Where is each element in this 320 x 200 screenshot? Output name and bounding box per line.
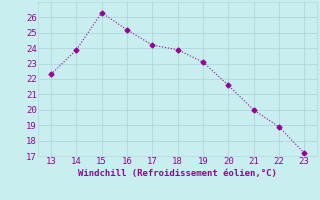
X-axis label: Windchill (Refroidissement éolien,°C): Windchill (Refroidissement éolien,°C): [78, 169, 277, 178]
